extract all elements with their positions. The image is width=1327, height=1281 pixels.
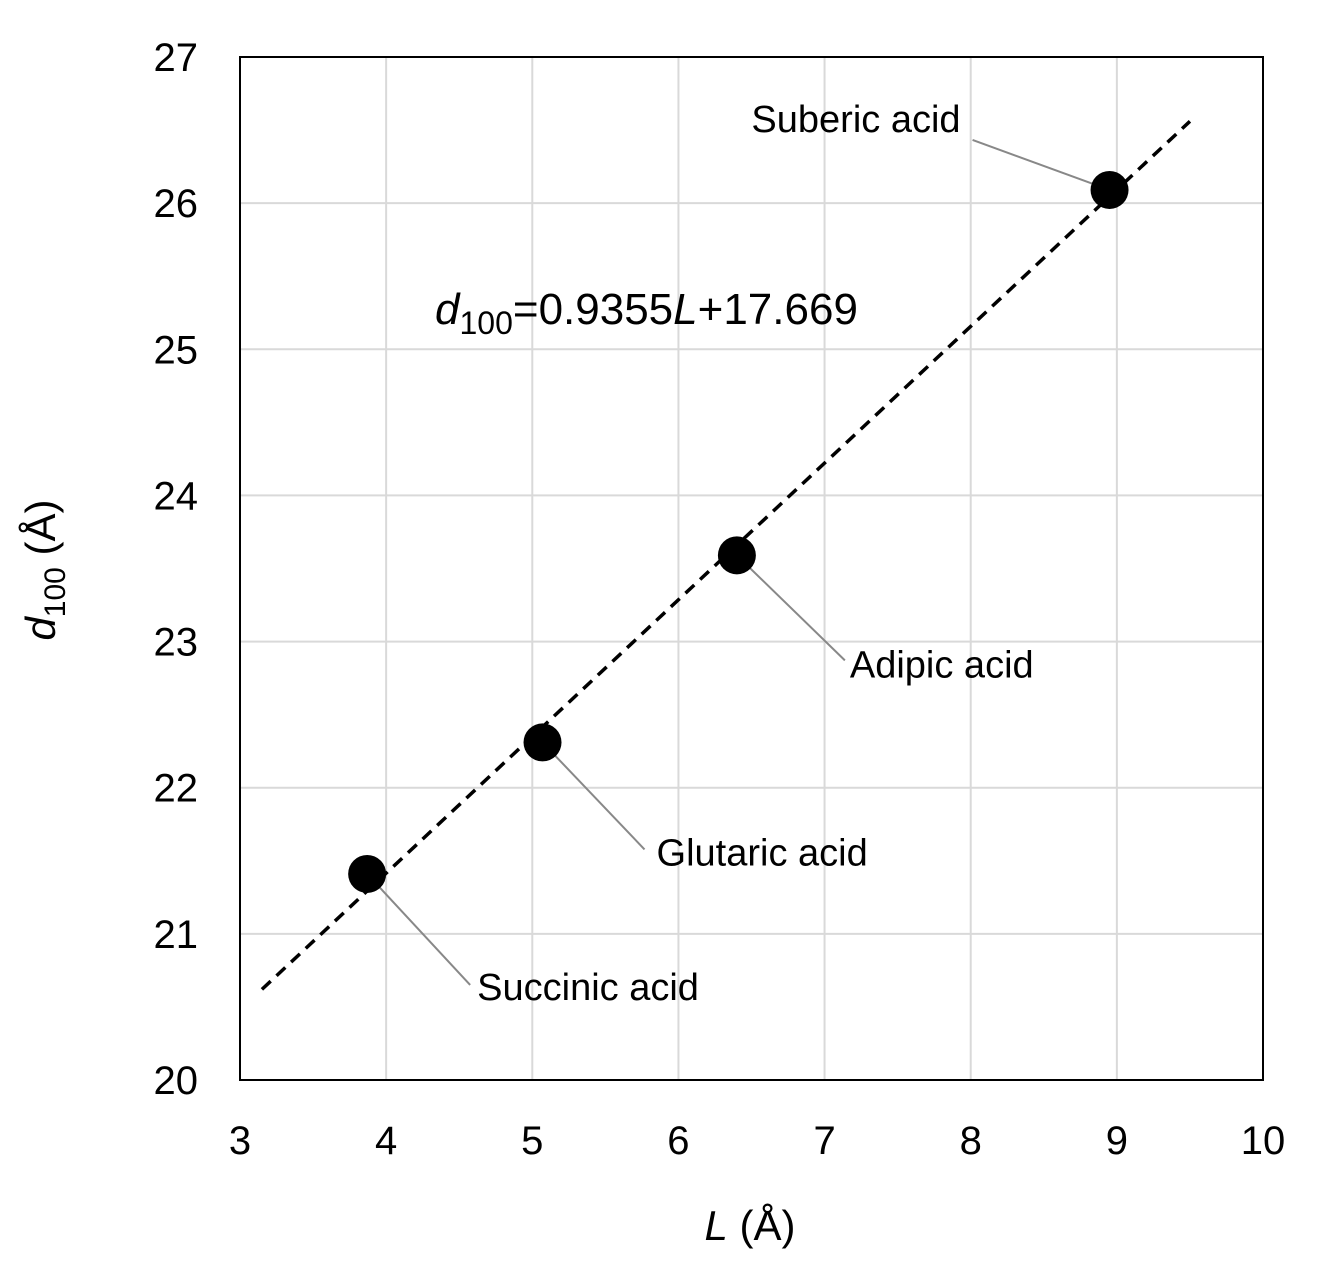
y-tick-label: 20 [154,1059,199,1103]
x-tick-label: 5 [521,1119,543,1163]
y-tick-label: 24 [154,474,199,518]
y-label-var: d [17,616,64,641]
grid [239,56,1264,1081]
eq-mid: =0.9355 [513,285,673,334]
point [348,854,387,893]
y-label-unit: (Å) [17,499,64,567]
y-tick-label: 21 [154,913,199,957]
x-tick-label: 10 [1241,1119,1286,1163]
point-label: Suberic acid [751,99,960,141]
eq-var2: L [673,285,697,334]
fit-line [260,120,1192,991]
x-label-var: L [704,1202,727,1249]
eq-sub: 100 [459,305,512,341]
point-label: Adipic acid [850,644,1034,686]
y-axis-label: d100 (Å) [17,499,72,640]
x-axis-label: L (Å) [704,1202,795,1249]
point [1090,170,1129,209]
point [523,723,562,762]
y-tick-label: 26 [154,182,199,226]
y-tick-label: 23 [154,621,199,665]
x-tick-label: 7 [813,1119,835,1163]
leader-line [736,554,846,662]
point [717,536,756,575]
leader-line [972,139,1110,191]
eq-var: d [435,285,461,334]
x-tick-label: 8 [960,1119,982,1163]
x-tick-label: 6 [667,1119,689,1163]
equation: d100=0.9355L+17.669 [435,285,858,341]
y-tick-label: 27 [154,36,199,80]
leader-line [541,741,646,851]
x-tick-label: 4 [375,1119,397,1163]
plot-frame [239,56,1264,1081]
y-tick-label: 25 [154,328,199,372]
x-label-unit: (Å) [728,1202,796,1249]
eq-end: +17.669 [698,285,858,334]
y-tick-label: 22 [154,767,199,811]
x-tick-label: 9 [1106,1119,1128,1163]
x-tick-label: 3 [229,1119,251,1163]
point-label: Glutaric acid [657,832,868,874]
point-label: Succinic acid [477,967,699,1009]
leader-line [366,873,471,986]
y-label-sub: 100 [39,567,72,617]
